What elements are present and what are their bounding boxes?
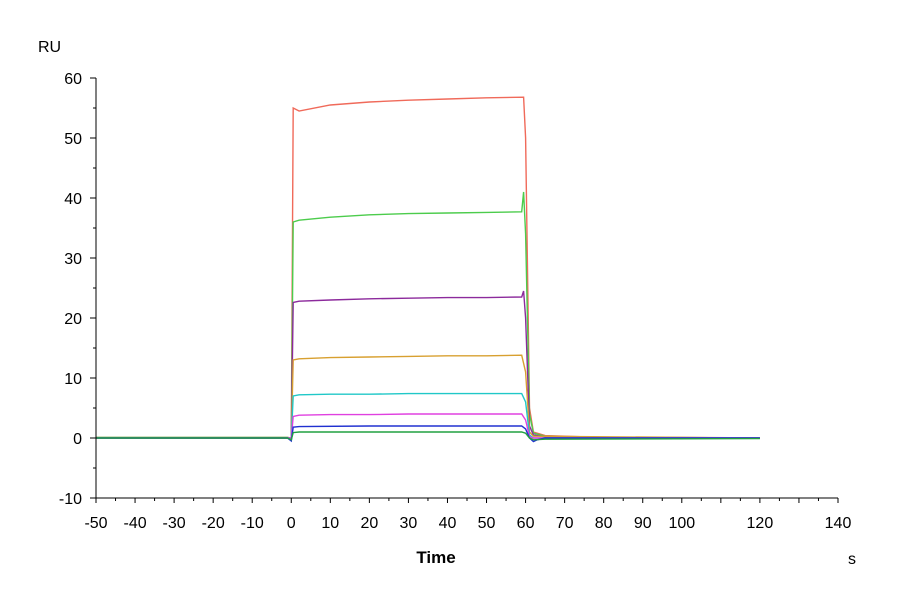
y-tick-label: 60 bbox=[64, 71, 82, 88]
y-unit-label: RU bbox=[38, 39, 61, 56]
x-tick-label: 90 bbox=[634, 515, 652, 532]
x-tick-label: 60 bbox=[517, 515, 535, 532]
x-tick-label: 40 bbox=[439, 515, 457, 532]
y-tick-label: 30 bbox=[64, 251, 82, 268]
plot-series bbox=[96, 96, 760, 443]
x-tick-label: -10 bbox=[241, 515, 264, 532]
x-axis-title: Time bbox=[416, 548, 455, 567]
y-tick-label: 40 bbox=[64, 191, 82, 208]
y-tick-label: 0 bbox=[73, 431, 82, 448]
x-tick-label: 10 bbox=[321, 515, 339, 532]
y-tick-label: 50 bbox=[64, 131, 82, 148]
y-tick-label: -10 bbox=[59, 491, 82, 508]
x-tick-label: -50 bbox=[84, 515, 107, 532]
x-unit-label: s bbox=[848, 551, 856, 568]
x-tick-label: -30 bbox=[163, 515, 186, 532]
x-tick-label: 50 bbox=[478, 515, 496, 532]
x-tick-label: 120 bbox=[747, 515, 774, 532]
x-tick-label: 100 bbox=[668, 515, 695, 532]
x-tick-label: -20 bbox=[202, 515, 225, 532]
x-tick-label: 70 bbox=[556, 515, 574, 532]
y-tick-label: 20 bbox=[64, 311, 82, 328]
x-tick-label: 0 bbox=[287, 515, 296, 532]
x-tick-label: 30 bbox=[400, 515, 418, 532]
x-tick-label: 140 bbox=[825, 515, 852, 532]
x-tick-label: 20 bbox=[360, 515, 378, 532]
series-line-2 bbox=[96, 191, 760, 439]
x-tick-label: 80 bbox=[595, 515, 613, 532]
x-axis: -50 -40 -30 -20 -10 0 10 20 30 40 50 60 70 80 90 100 120… bbox=[84, 497, 852, 532]
series-line-3 bbox=[96, 290, 760, 439]
y-tick-label: 10 bbox=[64, 371, 82, 388]
series-line-6 bbox=[96, 413, 760, 439]
series-line-8 bbox=[96, 431, 760, 441]
y-axis: -10 0 10 20 30 40 50 60 bbox=[59, 71, 97, 508]
x-tick-label: -40 bbox=[123, 515, 146, 532]
series-line-1 bbox=[96, 96, 760, 439]
